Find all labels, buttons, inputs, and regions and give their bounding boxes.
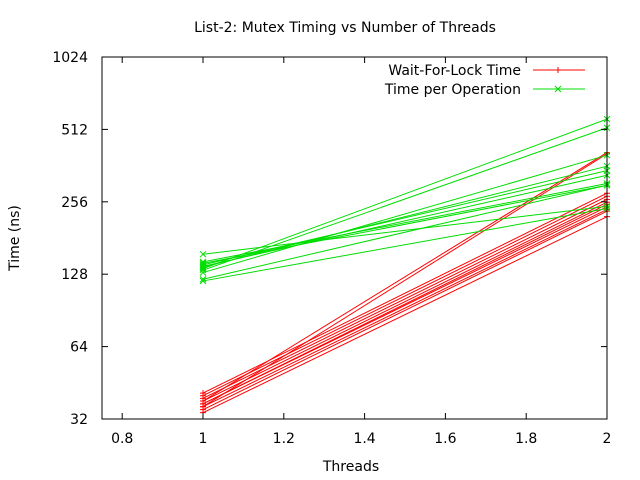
series-line-time-per-operation xyxy=(202,174,608,267)
x-tick-label: 0.8 xyxy=(111,431,133,447)
x-axis-label: Threads xyxy=(322,459,379,475)
data-point-wait-for-lock xyxy=(200,403,206,410)
data-point-time-per-operation xyxy=(199,258,207,266)
y-tick-label: 512 xyxy=(61,122,88,138)
series-line-wait-for-lock xyxy=(202,198,608,399)
series-line-wait-for-lock xyxy=(202,153,608,408)
legend-marker-wait-for-lock xyxy=(555,67,561,73)
x-ticks: 0.8 1 1.2 1.4 1.6 1.8 2 xyxy=(111,57,611,447)
x-tick-label: 1.2 xyxy=(273,431,295,447)
x-tick-label: 1.8 xyxy=(515,431,537,447)
y-tick-label: 32 xyxy=(70,412,88,428)
series-line-wait-for-lock xyxy=(202,210,608,411)
y-tick-label: 1024 xyxy=(52,50,88,66)
series-line-time-per-operation xyxy=(202,183,608,263)
series-line-time-per-operation xyxy=(202,184,608,280)
data-point-time-per-operation xyxy=(199,250,207,258)
y-axis-label: Time (ns) xyxy=(7,205,23,272)
y-tick-label: 128 xyxy=(61,267,88,283)
x-tick-label: 1 xyxy=(199,431,208,447)
legend-label-wait-for-lock: Wait-For-Lock Time xyxy=(388,63,521,79)
series-line-wait-for-lock xyxy=(202,216,608,414)
y-ticks: 32 64 128 256 512 1024 xyxy=(52,50,607,428)
series-line-wait-for-lock xyxy=(202,195,608,397)
series-line-time-per-operation xyxy=(202,205,608,255)
legend-label-time-per-operation: Time per Operation xyxy=(384,82,521,98)
series-line-wait-for-lock xyxy=(202,201,608,402)
y-tick-label: 256 xyxy=(61,195,88,211)
x-tick-label: 1.6 xyxy=(434,431,456,447)
series-line-time-per-operation xyxy=(202,184,608,264)
legend-marker-time-per-operation xyxy=(554,85,562,93)
x-tick-label: 1.4 xyxy=(353,431,375,447)
series-line-time-per-operation xyxy=(202,170,608,266)
x-tick-label: 2 xyxy=(603,431,612,447)
series-line-wait-for-lock xyxy=(202,203,608,405)
data-point-wait-for-lock xyxy=(200,398,206,405)
chart-title: List-2: Mutex Timing vs Number of Thread… xyxy=(194,20,496,36)
series-line-time-per-operation xyxy=(202,208,608,282)
legend: Wait-For-Lock Time Time per Operation xyxy=(384,63,585,98)
y-tick-label: 64 xyxy=(70,340,88,356)
data-point-wait-for-lock xyxy=(200,390,206,397)
series-line-wait-for-lock xyxy=(202,152,608,402)
plot-frame xyxy=(101,56,608,420)
series-line-wait-for-lock xyxy=(202,208,608,408)
plot-lines xyxy=(199,115,611,416)
series-line-time-per-operation xyxy=(202,154,608,274)
series-line-time-per-operation xyxy=(202,118,608,270)
data-point-time-per-operation xyxy=(199,275,207,283)
